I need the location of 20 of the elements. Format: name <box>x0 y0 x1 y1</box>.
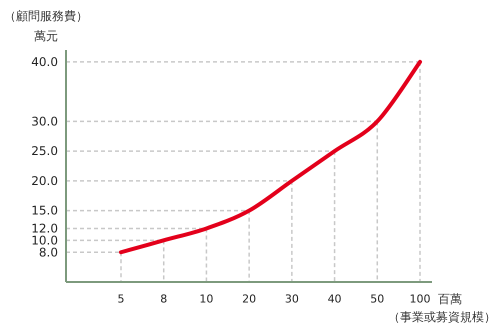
y-axis-title: 萬元 <box>34 29 58 43</box>
text: （事業或募資規模） <box>388 310 496 324</box>
y-tick-label: 12.0 <box>31 221 58 236</box>
y-tick-label: 40.0 <box>31 54 58 69</box>
x-tick-label: 8 <box>160 292 168 306</box>
y-tick-label: 30.0 <box>31 114 58 128</box>
x-tick-label: 30 <box>284 292 299 306</box>
y-tick-label: 25.0 <box>31 144 58 158</box>
y-tick-label: 10.0 <box>31 233 58 248</box>
x-tick-label: 5 <box>118 292 124 306</box>
y-tick-label: 8.0 <box>38 245 58 260</box>
x-tick-label: 100 <box>410 292 430 306</box>
y-tick-label: 15.0 <box>31 204 58 218</box>
x-tick-label: 10 <box>199 292 214 306</box>
x-axis-title: 百萬 <box>438 292 462 306</box>
y-tick-label: 20.0 <box>31 174 58 188</box>
x-tick-label: 50 <box>370 292 384 306</box>
x-tick-label: 40 <box>328 292 342 306</box>
x-tick-label: 20 <box>242 292 256 306</box>
chart-title: （顧問服務費） <box>4 9 88 23</box>
